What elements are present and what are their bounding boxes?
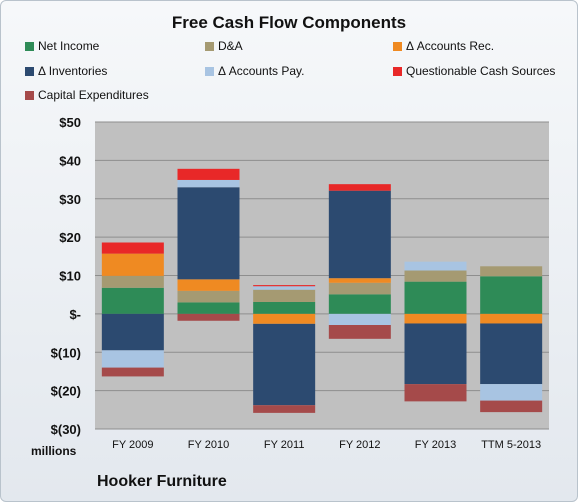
legend-label: Questionable Cash Sources	[406, 64, 556, 78]
y-tick-label: $30	[59, 192, 81, 207]
bar-net-income-ttm-5-2013	[480, 276, 543, 314]
chart-title: Free Cash Flow Components	[171, 13, 407, 32]
bar-inventories-fy-2013	[404, 323, 467, 385]
legend-label: Capital Expenditures	[38, 88, 149, 102]
x-tick-label: FY 2012	[339, 439, 380, 451]
bar-questionable-cash-sources-fy-2012	[328, 184, 391, 191]
legend-label: D&A	[218, 39, 243, 53]
bar-net-income-fy-2010	[177, 302, 240, 314]
y-tick-label: $50	[59, 115, 81, 130]
bar-accounts-rec-fy-2012	[328, 278, 391, 283]
x-tick-label: FY 2013	[415, 439, 456, 451]
bar-capital-expenditures-fy-2012	[328, 325, 391, 339]
legend-item-accounts-rec: Δ Accounts Rec.	[393, 38, 494, 54]
bar-net-income-fy-2011	[253, 301, 316, 314]
legend-swatch	[25, 67, 34, 76]
x-tick-label: FY 2011	[264, 439, 305, 451]
legend-swatch	[393, 67, 402, 76]
x-tick-label: FY 2009	[112, 439, 153, 451]
bar-d-a-ttm-5-2013	[480, 266, 543, 277]
y-tick-label: $(30)	[51, 422, 81, 437]
legend-label: Net Income	[38, 39, 100, 53]
legend-swatch	[205, 42, 214, 51]
bar-accounts-pay-fy-2013	[404, 261, 467, 271]
bar-d-a-fy-2009	[101, 275, 164, 288]
bar-inventories-fy-2012	[328, 190, 391, 279]
bar-accounts-rec-fy-2011	[253, 313, 316, 324]
bar-accounts-rec-fy-2010	[177, 279, 240, 291]
bar-accounts-rec-fy-2009	[101, 253, 164, 276]
legend-item-inventories: Δ Inventories	[25, 63, 107, 79]
bar-questionable-cash-sources-fy-2009	[101, 242, 164, 254]
bar-accounts-rec-fy-2013	[404, 313, 467, 324]
bar-net-income-fy-2009	[101, 287, 164, 314]
bar-accounts-pay-fy-2012	[328, 313, 391, 326]
bar-accounts-pay-fy-2011	[253, 286, 316, 290]
bar-capital-expenditures-fy-2011	[253, 405, 316, 413]
bar-inventories-ttm-5-2013	[480, 323, 543, 385]
legend-item-questionable-cash-sources: Questionable Cash Sources	[393, 63, 555, 79]
legend-label: Δ Accounts Pay.	[218, 64, 305, 78]
units-label: millions	[31, 444, 77, 458]
bar-net-income-fy-2012	[328, 294, 391, 314]
bar-accounts-pay-fy-2010	[177, 179, 240, 188]
bar-inventories-fy-2011	[253, 323, 316, 406]
legend-item-d-a: D&A	[205, 38, 243, 54]
legend-item-accounts-pay: Δ Accounts Pay.	[205, 63, 305, 79]
bar-inventories-fy-2010	[177, 187, 240, 280]
bar-questionable-cash-sources-fy-2010	[177, 168, 240, 180]
bar-inventories-fy-2009	[101, 313, 164, 351]
legend-item-net-income: Net Income	[25, 38, 99, 54]
bar-d-a-fy-2013	[404, 270, 467, 282]
bar-questionable-cash-sources-fy-2011	[253, 285, 316, 287]
legend-label: Δ Inventories	[38, 64, 108, 78]
legend-swatch	[25, 42, 34, 51]
legend-item-capital-expenditures: Capital Expenditures	[25, 87, 149, 103]
y-tick-label: $40	[59, 153, 81, 168]
bar-d-a-fy-2011	[253, 289, 316, 302]
bar-capital-expenditures-fy-2010	[177, 313, 240, 321]
x-tick-label: TTM 5-2013	[481, 439, 541, 451]
bar-capital-expenditures-ttm-5-2013	[480, 400, 543, 413]
x-tick-label: FY 2010	[188, 439, 229, 451]
legend-label: Δ Accounts Rec.	[406, 39, 495, 53]
y-tick-label: $(10)	[51, 345, 81, 360]
bar-d-a-fy-2012	[328, 282, 391, 295]
bar-accounts-pay-fy-2009	[101, 350, 164, 368]
bar-net-income-fy-2013	[404, 281, 467, 314]
y-tick-label: $10	[59, 269, 81, 284]
bar-d-a-fy-2010	[177, 290, 240, 303]
y-tick-label: $-	[69, 307, 81, 322]
legend-swatch	[393, 42, 402, 51]
y-tick-label: $20	[59, 230, 81, 245]
company-label: Hooker Furniture	[97, 473, 227, 490]
bar-capital-expenditures-fy-2013	[404, 384, 467, 402]
y-tick-label: $(20)	[51, 384, 81, 399]
legend-swatch	[205, 67, 214, 76]
bar-capital-expenditures-fy-2009	[101, 367, 164, 377]
bar-accounts-rec-ttm-5-2013	[480, 313, 543, 324]
bar-accounts-pay-ttm-5-2013	[480, 384, 543, 401]
legend-swatch	[25, 91, 34, 100]
